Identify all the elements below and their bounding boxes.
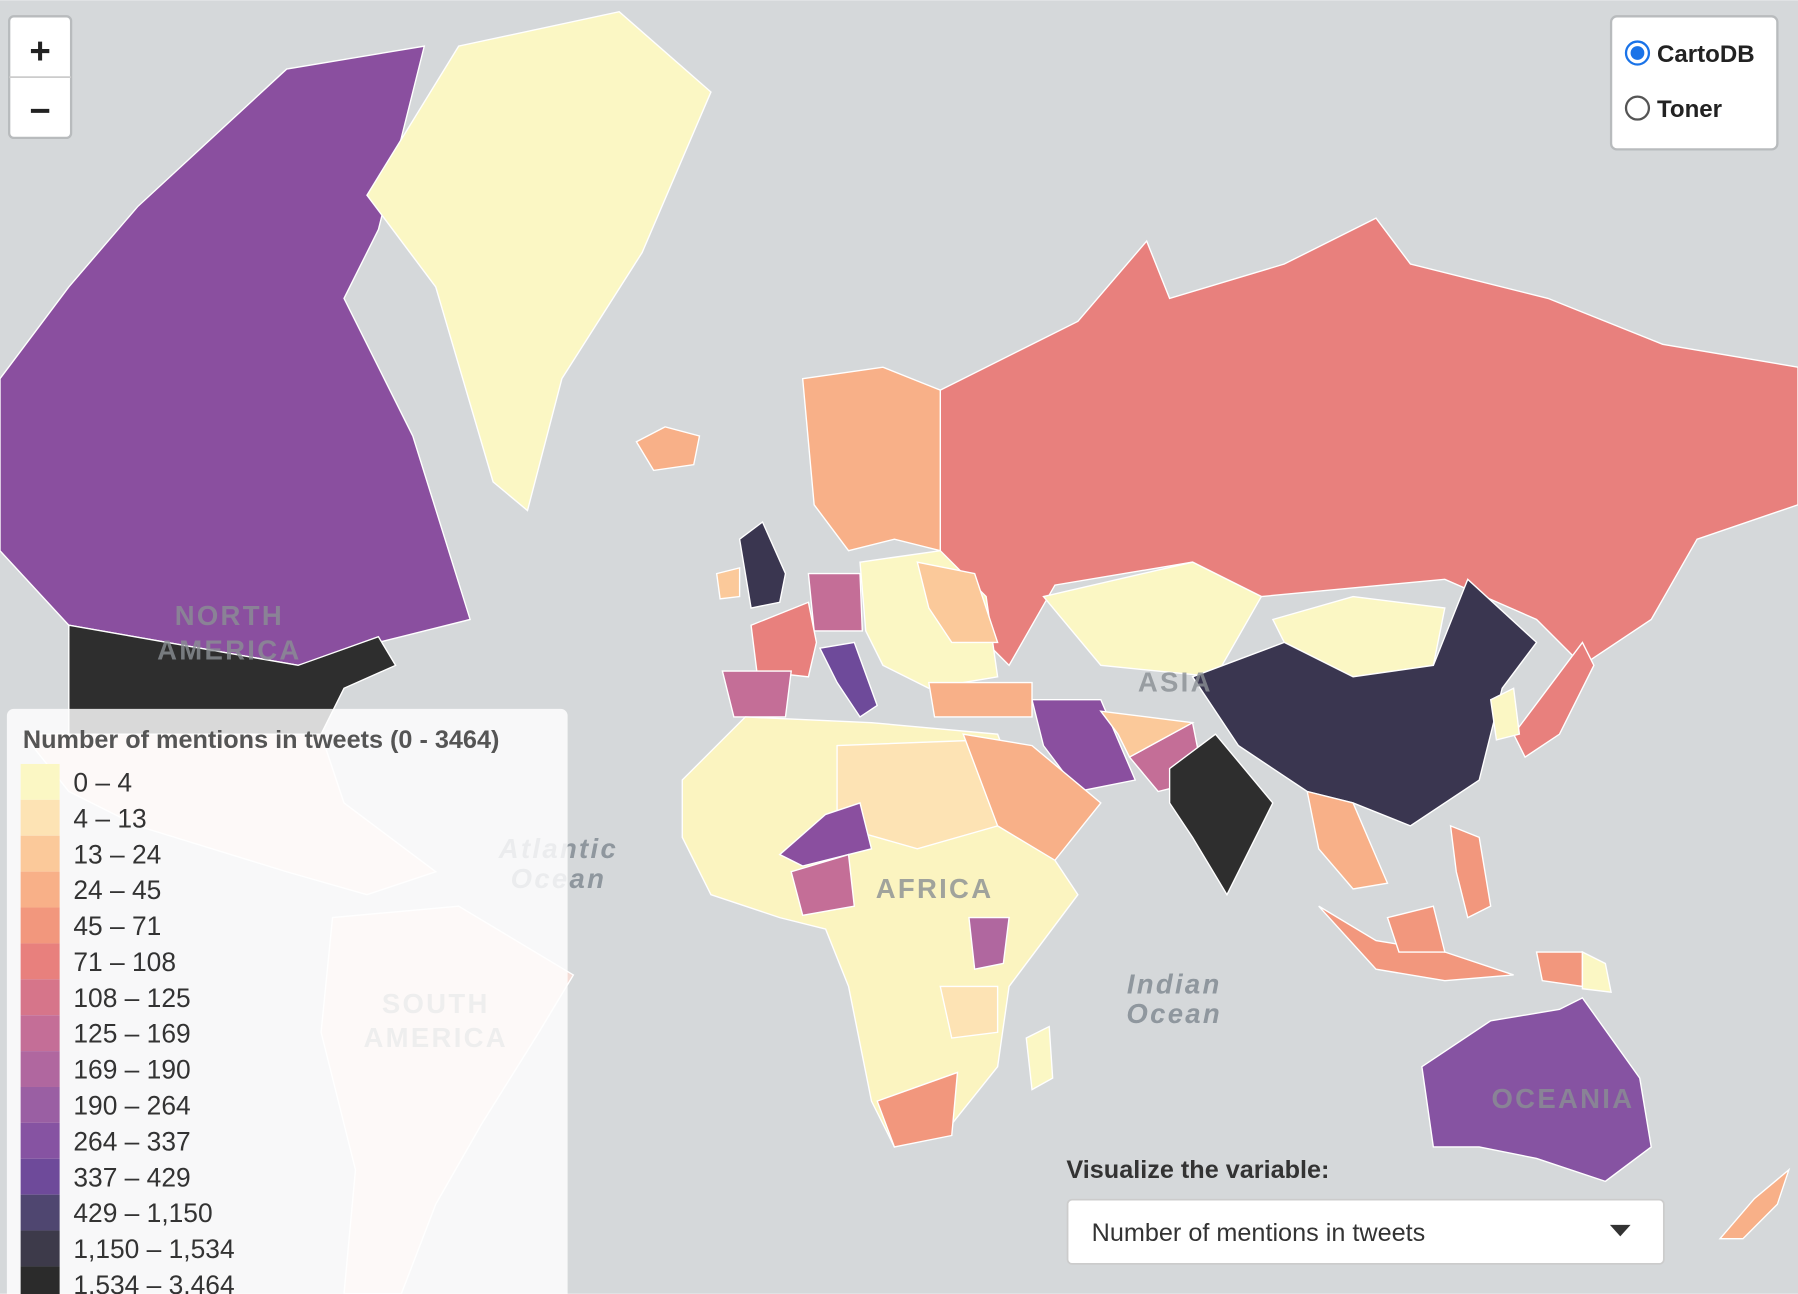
legend-swatch [20, 907, 60, 944]
spain [721, 670, 792, 718]
afghanistan [1099, 710, 1195, 759]
region-label: NORTH [175, 600, 284, 631]
legend-swatch [20, 1015, 60, 1052]
legend-label: 4 – 13 [73, 803, 146, 833]
legend-swatch [20, 1266, 60, 1294]
legend-swatch [20, 1051, 60, 1087]
region-label: OCEANIA [1491, 1083, 1634, 1114]
germany [807, 572, 864, 632]
ukraine [916, 561, 999, 644]
legend-swatch [20, 1122, 60, 1159]
legend: Number of mentions in tweets (0 - 3464) … [6, 708, 568, 1294]
legend-label: 169 – 190 [73, 1055, 190, 1085]
australia [1421, 997, 1652, 1183]
legend-label: 71 – 108 [73, 947, 176, 977]
legend-box [6, 708, 568, 1294]
zoom-out-button[interactable]: − [29, 90, 50, 131]
india [1168, 733, 1274, 897]
indonesia-west [1318, 905, 1514, 982]
layer-control: CartoDB Toner [1609, 15, 1779, 151]
japan [1512, 641, 1595, 759]
variable-selector: Visualize the variable: Number of mentio… [1066, 1156, 1665, 1265]
new-zealand [1718, 1167, 1791, 1240]
philippines [1449, 824, 1492, 919]
region-label: ASIA [1138, 667, 1213, 698]
legend-label: 0 – 4 [73, 767, 132, 797]
ocean-label: Ocean [1126, 998, 1222, 1029]
southeast-asia [1306, 790, 1389, 890]
layer-box [1609, 15, 1779, 151]
italy [818, 641, 879, 718]
select-value[interactable]: Number of mentions in tweets [1092, 1219, 1426, 1247]
legend-label: 13 – 24 [73, 839, 161, 869]
layer-option[interactable]: CartoDB [1657, 41, 1755, 68]
legend-swatch [20, 979, 60, 1016]
legend-swatch [20, 1230, 60, 1267]
region-label: AMERICA [157, 635, 301, 666]
south-africa [876, 1071, 959, 1148]
legend-label: 1,534 – 3,464 [73, 1270, 234, 1294]
nigeria [790, 853, 856, 917]
legend-label: 45 – 71 [73, 911, 161, 941]
legend-swatch [20, 1194, 60, 1231]
legend-swatch [20, 835, 60, 872]
radio-dot[interactable] [1630, 46, 1645, 60]
arabia [962, 733, 1102, 862]
france [750, 601, 818, 678]
uk [738, 520, 787, 609]
zoom-control: + − [8, 15, 73, 140]
legend-swatch [20, 799, 60, 836]
tanzania [939, 985, 999, 1039]
korea [1489, 687, 1521, 741]
legend-label: 1,150 – 1,534 [73, 1234, 234, 1264]
select-box[interactable] [1066, 1198, 1665, 1265]
kazakhstan [1042, 561, 1263, 678]
iceland [635, 426, 701, 472]
png [1581, 950, 1612, 993]
legend-title: Number of mentions in tweets (0 - 3464) [23, 726, 499, 754]
legend-swatch [20, 871, 60, 908]
region-label: AFRICA [876, 873, 994, 904]
greenland [366, 10, 712, 512]
legend-swatch [20, 763, 60, 800]
legend-label: 24 – 45 [73, 875, 161, 905]
legend-label: 264 – 337 [73, 1126, 190, 1156]
legend-label: 108 – 125 [73, 983, 190, 1013]
legend-swatch [20, 1086, 60, 1123]
turkey [928, 681, 1033, 718]
legend-label: 125 – 169 [73, 1019, 190, 1049]
madagascar [1025, 1025, 1054, 1091]
select-arrow[interactable] [1609, 1224, 1631, 1237]
legend-swatch [20, 1158, 60, 1195]
ocean-label: Indian [1127, 968, 1222, 999]
legend-label: 337 – 429 [73, 1162, 190, 1192]
radio-button[interactable] [1624, 95, 1651, 121]
papua [1535, 951, 1584, 988]
legend-label: 429 – 1,150 [73, 1198, 212, 1228]
selector-label: Visualize the variable: [1066, 1156, 1329, 1184]
scandinavia [801, 366, 941, 552]
kenya [968, 916, 1010, 971]
zoom-in-button[interactable]: + [29, 30, 50, 71]
niger [778, 802, 873, 867]
ireland [715, 566, 741, 600]
layer-option[interactable]: Toner [1657, 96, 1722, 123]
legend-swatch [20, 943, 60, 980]
borneo [1386, 905, 1446, 953]
legend-label: 190 – 264 [73, 1091, 190, 1121]
